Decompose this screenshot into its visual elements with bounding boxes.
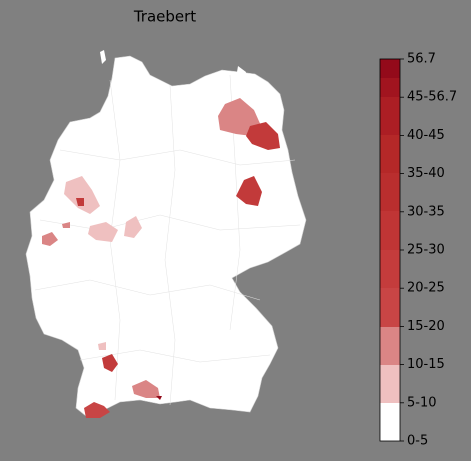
colorbar-segment — [380, 135, 400, 173]
map-title: Traebert — [133, 8, 196, 26]
colorbar-segment — [380, 288, 400, 327]
colorbar-label: 20-25 — [407, 281, 445, 296]
colorbar-label: 35-40 — [407, 166, 445, 181]
colorbar-label: 56.7 — [407, 52, 436, 67]
colorbar: 0-5 5-10 10-15 15-20 20-25 25-30 30-35 35-40 40-… — [379, 52, 457, 449]
colorbar-segment — [380, 78, 400, 97]
colorbar-label: 15-20 — [407, 319, 445, 334]
colorbar-segment — [380, 403, 400, 441]
colorbar-label: 0-5 — [407, 434, 428, 449]
colorbar-segment — [380, 211, 400, 250]
colorbar-segment — [380, 173, 400, 211]
colorbar-label: 30-35 — [407, 204, 445, 219]
colorbar-segment — [380, 365, 400, 403]
highlighted-districts — [42, 98, 280, 418]
country-outline — [25, 55, 307, 417]
colorbar-segment — [380, 327, 400, 365]
colorbar-label: 25-30 — [407, 243, 445, 258]
colorbar-label: 5-10 — [407, 395, 437, 410]
colorbar-ticks: 0-5 5-10 10-15 15-20 20-25 25-30 30-35 35-40 40-… — [400, 52, 457, 449]
colorbar-segment — [380, 97, 400, 135]
colorbar-label: 40-45 — [407, 128, 445, 143]
colorbar-segment — [380, 59, 400, 78]
colorbar-segment — [380, 250, 400, 288]
colorbar-label: 10-15 — [407, 357, 445, 372]
germany-map — [25, 50, 307, 418]
colorbar-label: 45-56.7 — [407, 90, 457, 105]
